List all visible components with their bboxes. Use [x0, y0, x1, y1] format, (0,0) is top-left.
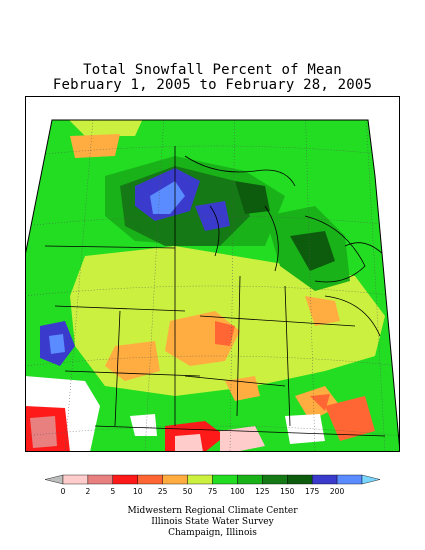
- snowfall-map: [25, 96, 400, 452]
- snowfall-field: [25, 120, 400, 452]
- legend-bin: [62, 474, 89, 485]
- legend-tick-label: 2: [86, 487, 91, 496]
- credit-line1: Midwestern Regional Climate Center: [127, 506, 298, 516]
- legend-tick-label: 50: [183, 487, 193, 496]
- legend-tick-label: 10: [133, 487, 143, 496]
- state-boundaries: [44, 146, 386, 437]
- credit-line3: Champaign, Illinois: [168, 528, 257, 538]
- legend-tick-label: 100: [230, 487, 245, 496]
- legend-bin: [87, 474, 114, 485]
- legend-bin: [162, 474, 188, 485]
- legend-bin: [336, 474, 363, 485]
- legend-bin: [212, 474, 238, 485]
- legend-tick-label: 0: [61, 487, 66, 496]
- legend-bin: [361, 474, 381, 485]
- legend-bin: [311, 474, 338, 485]
- legend-bin: [237, 474, 263, 485]
- legend-bin: [137, 474, 163, 485]
- legend-tick-label: 150: [280, 487, 295, 496]
- legend-bin: [44, 474, 64, 485]
- map-border: [25, 119, 400, 452]
- legend-bin: [112, 474, 138, 485]
- legend-tick-label: 75: [208, 487, 218, 496]
- color-legend: 0 2 5 10 25 50 75 100 125 150 175 200: [44, 474, 381, 496]
- legend-bin: [187, 474, 213, 485]
- lat-lon-grid: [25, 120, 400, 452]
- legend-tick-label: 25: [158, 487, 168, 496]
- legend-tick-label: 125: [255, 487, 270, 496]
- legend-tick-label: 5: [110, 487, 115, 496]
- map-title-line1: Total Snowfall Percent of Mean: [83, 62, 342, 78]
- legend-tick-label: 200: [330, 487, 345, 496]
- legend-bin: [287, 474, 313, 485]
- legend-tick-label: 175: [305, 487, 320, 496]
- credit-line2: Illinois State Water Survey: [151, 517, 274, 527]
- map-frame-border: [25, 96, 400, 452]
- legend-bin: [262, 474, 288, 485]
- map-title-line2: February 1, 2005 to February 28, 2005: [52, 77, 373, 93]
